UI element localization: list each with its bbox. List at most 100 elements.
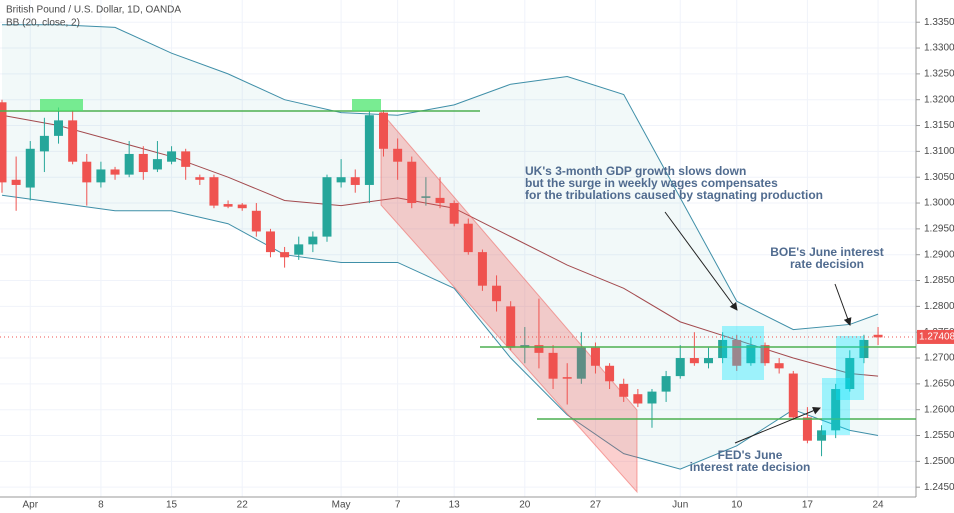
candle-body [647, 391, 657, 404]
x-tick-label: 10 [731, 500, 743, 511]
candle-body [633, 394, 643, 404]
candle-body [280, 252, 290, 258]
drawings [0, 99, 916, 494]
candle-body [68, 120, 78, 162]
candle-body [39, 135, 49, 152]
candle-body [421, 196, 431, 198]
y-tick-label: 1.29000 [924, 249, 954, 260]
annotation: BOE's June interest [770, 245, 884, 259]
candle-body [407, 161, 417, 204]
candle-body [689, 358, 699, 364]
y-tick-label: 1.30500 [924, 172, 954, 183]
x-tick-label: 20 [519, 500, 531, 511]
candle-body [223, 204, 233, 207]
candle-body [195, 177, 205, 180]
highlight-box [352, 99, 381, 111]
candle-body [82, 161, 92, 183]
candle-body [336, 177, 346, 183]
candle-body [817, 430, 827, 441]
candle-body [873, 334, 883, 338]
y-tick-label: 1.26500 [924, 378, 954, 389]
candle-body [96, 169, 106, 183]
candle-body [590, 347, 600, 366]
candle-body [760, 345, 770, 364]
candle-body [788, 373, 798, 418]
y-tick-label: 1.33500 [924, 17, 954, 28]
candle-body [477, 252, 487, 286]
indicator-label: BB (20, close, 2) [6, 18, 80, 29]
arrow [734, 406, 821, 444]
x-tick-label: 13 [449, 500, 461, 511]
candle-body [265, 231, 275, 253]
y-tick-label: 1.25000 [924, 456, 954, 467]
candle-body [718, 339, 728, 359]
candle-body [25, 148, 35, 188]
candle-body [534, 345, 544, 353]
bear-channel [380, 110, 638, 494]
candle-body [435, 197, 445, 204]
arrow [834, 283, 852, 326]
candle-body [619, 383, 629, 397]
y-tick-label: 1.31500 [924, 120, 954, 131]
candle-body [294, 244, 304, 255]
y-tick-label: 1.28000 [924, 301, 954, 312]
candle-body [209, 177, 219, 206]
annotation: FED's June [718, 448, 783, 462]
candle-body [393, 148, 403, 162]
candle-body [548, 352, 558, 379]
candle-body [661, 376, 671, 392]
annotation: rate decision [790, 257, 864, 271]
annotation: UK's 3-month GDP growth slows down [525, 164, 746, 178]
x-tick-label: 7 [395, 500, 401, 511]
x-tick-label: May [332, 500, 351, 511]
x-tick-label: 8 [98, 500, 104, 511]
candle-body [379, 112, 389, 149]
candle-body [54, 120, 64, 136]
band-fill [2, 24, 879, 470]
candle-body [124, 153, 134, 175]
candle-body [237, 204, 247, 209]
candle-body [492, 285, 502, 302]
highlight-box [822, 378, 850, 435]
y-tick-label: 1.28500 [924, 275, 954, 286]
candle-body [704, 358, 713, 364]
last-price-tag [917, 329, 954, 344]
candle-body [308, 236, 318, 245]
candle-body [181, 151, 191, 167]
candle-body [746, 345, 756, 364]
x-tick-label: 17 [802, 500, 814, 511]
candle-body [152, 159, 162, 170]
y-tick-label: 1.30000 [924, 198, 954, 209]
annotation: but the surge in weekly wages compensate… [525, 176, 778, 190]
x-tick-label: 15 [166, 500, 178, 511]
x-tick-label: 22 [237, 500, 249, 511]
candle-body [845, 358, 855, 390]
candle-body [774, 363, 784, 369]
y-tick-label: 1.32000 [924, 94, 954, 105]
candle-body [562, 377, 572, 379]
candle-body [350, 177, 360, 185]
candle-body [506, 306, 516, 348]
highlight-box [836, 336, 864, 400]
y-tick-label: 1.33000 [924, 43, 954, 54]
candle-body [732, 339, 742, 366]
candle-body [859, 339, 869, 359]
y-tick-label: 1.27000 [924, 353, 954, 364]
arrow [664, 211, 738, 311]
candle-body [675, 358, 685, 377]
annotation: interest rate decision [690, 460, 811, 474]
y-tick-label: 1.24500 [924, 482, 954, 493]
candle-body [576, 347, 586, 379]
candle-body [138, 153, 148, 173]
y-tick-label: 1.26000 [924, 404, 954, 415]
y-tick-label: 1.31000 [924, 146, 954, 157]
annotation: for the tribulations caused by stagnatin… [525, 188, 823, 202]
x-tick-label: Jun [672, 500, 688, 511]
y-tick-label: 1.32500 [924, 69, 954, 80]
candle-body [251, 210, 261, 232]
x-tick-label: Apr [22, 500, 38, 511]
chart-title: British Pound / U.S. Dollar, 1D, OANDA [6, 5, 181, 16]
candle-body [11, 179, 21, 185]
x-tick-label: 27 [590, 500, 602, 511]
